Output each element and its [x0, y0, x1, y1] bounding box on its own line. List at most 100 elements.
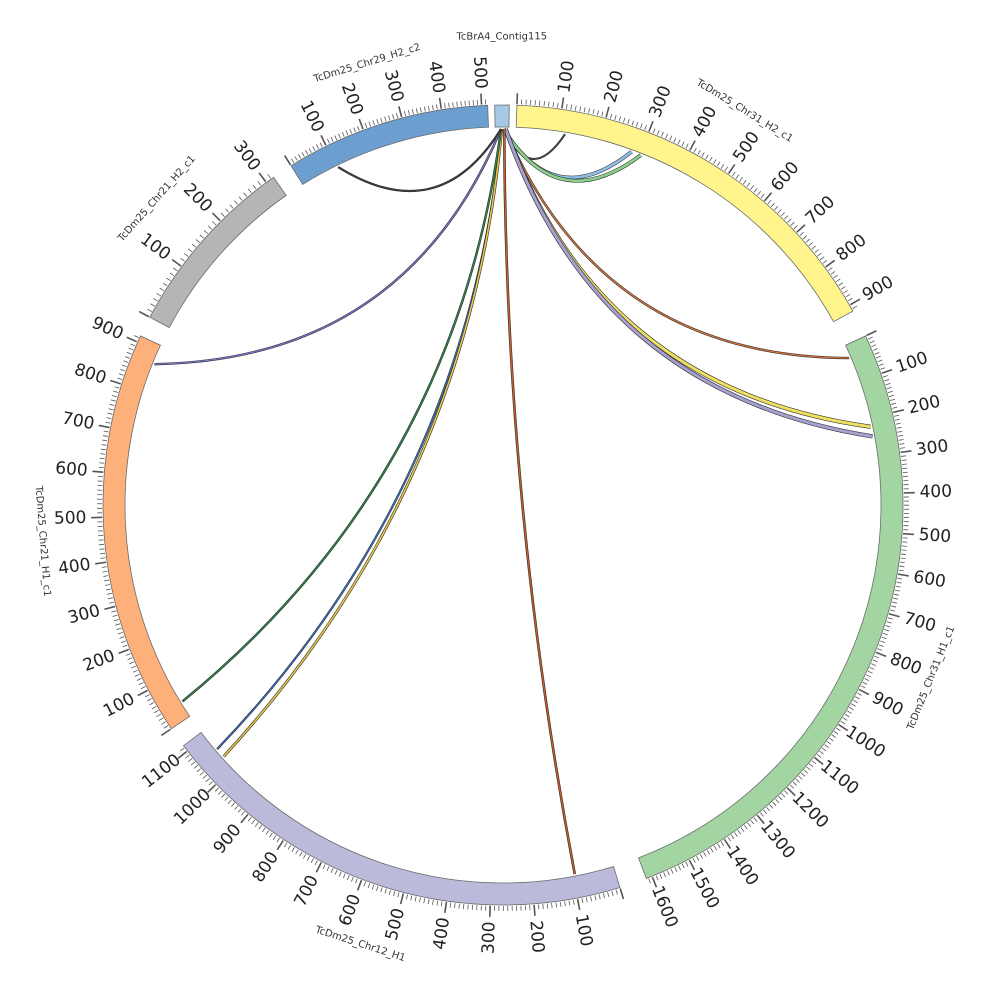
major-tick — [897, 573, 909, 577]
minor-tick — [602, 893, 605, 899]
minor-tick — [548, 101, 550, 107]
minor-tick — [610, 113, 613, 119]
minor-tick — [750, 185, 754, 190]
minor-tick — [766, 807, 771, 812]
minor-tick — [618, 116, 621, 122]
minor-tick — [901, 463, 907, 465]
minor-tick — [241, 811, 245, 816]
minor-tick — [342, 873, 346, 879]
minor-tick — [265, 830, 270, 835]
minor-tick — [153, 709, 159, 714]
minor-tick — [814, 249, 819, 253]
minor-tick — [191, 243, 197, 248]
minor-tick — [900, 553, 907, 555]
minor-tick — [267, 173, 271, 179]
minor-tick — [330, 137, 334, 142]
minor-tick — [99, 462, 105, 464]
minor-tick — [257, 181, 262, 186]
major-tick — [438, 97, 443, 109]
tick-label: 1200 — [788, 788, 833, 833]
major-tick — [900, 450, 912, 454]
minor-tick — [681, 141, 685, 147]
minor-tick — [208, 781, 213, 786]
minor-tick — [326, 138, 330, 144]
minor-tick — [193, 764, 199, 769]
minor-tick — [161, 721, 166, 725]
tick-label: 1500 — [685, 865, 723, 913]
minor-tick — [866, 674, 871, 678]
minor-tick — [444, 103, 446, 109]
major-tick — [688, 859, 696, 871]
minor-tick — [899, 561, 905, 564]
minor-tick — [811, 245, 816, 250]
minor-tick — [127, 657, 133, 661]
minor-tick — [150, 303, 155, 307]
minor-tick — [871, 344, 877, 348]
minor-tick — [291, 847, 295, 852]
minor-tick — [803, 769, 809, 774]
minor-tick — [835, 278, 841, 283]
major-tick — [118, 648, 130, 655]
minor-tick — [166, 277, 171, 282]
minor-tick — [111, 395, 117, 398]
minor-tick — [188, 758, 193, 762]
minor-tick — [623, 117, 626, 123]
minor-tick — [872, 348, 878, 351]
minor-tick — [781, 793, 786, 798]
major-tick — [444, 901, 448, 913]
minor-tick — [601, 111, 604, 117]
major-tick — [619, 888, 625, 900]
minor-tick — [798, 775, 803, 780]
tick-label: 1400 — [722, 842, 763, 889]
minor-tick — [856, 692, 862, 696]
minor-tick — [615, 889, 618, 895]
major-tick — [126, 336, 138, 343]
minor-tick — [454, 903, 456, 909]
minor-tick — [655, 875, 659, 881]
minor-tick — [697, 149, 701, 155]
links-layer — [154, 128, 874, 875]
minor-tick — [596, 110, 599, 116]
minor-tick — [887, 617, 893, 620]
minor-tick — [899, 565, 905, 568]
minor-tick — [889, 609, 895, 612]
minor-tick — [893, 593, 899, 596]
minor-tick — [685, 143, 689, 149]
minor-tick — [184, 253, 189, 257]
minor-tick — [790, 221, 795, 226]
minor-tick — [588, 108, 590, 114]
minor-tick — [126, 351, 132, 355]
tick-label: 900 — [868, 688, 906, 721]
minor-tick — [338, 871, 342, 877]
minor-tick — [173, 267, 178, 272]
minor-tick — [225, 208, 230, 213]
minor-tick — [674, 867, 678, 873]
minor-tick — [410, 895, 413, 901]
minor-tick — [780, 212, 785, 217]
minor-tick — [407, 110, 410, 116]
major-tick — [211, 212, 221, 222]
minor-tick — [229, 204, 234, 209]
minor-tick — [892, 406, 898, 409]
minor-tick — [380, 887, 383, 893]
tick-label: 900 — [89, 313, 127, 344]
minor-tick — [440, 901, 443, 907]
minor-tick — [134, 673, 140, 677]
minor-tick — [406, 894, 408, 900]
minor-tick — [419, 107, 422, 113]
segment-tcdm25-chr31-h1-c1 — [637, 335, 904, 879]
minor-tick — [140, 686, 146, 690]
minor-tick — [770, 202, 775, 208]
minor-tick — [627, 119, 630, 125]
major-tick — [276, 840, 284, 851]
segment-tcbra4-contig115 — [494, 104, 510, 128]
minor-tick — [795, 778, 800, 783]
major-tick — [207, 784, 217, 793]
minor-tick — [898, 439, 904, 441]
major-tick — [315, 862, 322, 873]
minor-tick — [306, 856, 310, 861]
minor-tick — [895, 585, 901, 588]
minor-tick — [125, 653, 131, 656]
minor-tick — [663, 872, 667, 878]
